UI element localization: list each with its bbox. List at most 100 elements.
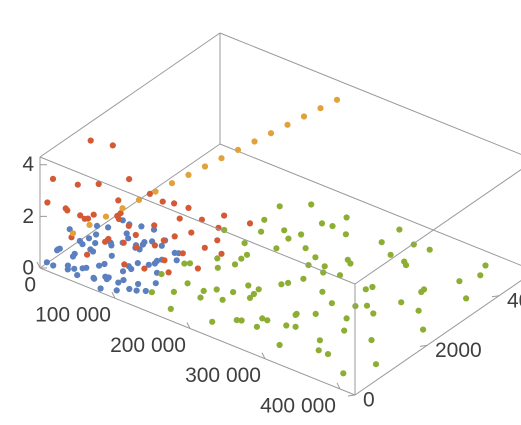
data-point [317,105,324,112]
z-tick-label: 2 [22,205,34,228]
data-point [201,244,208,251]
data-point [153,257,161,264]
data-point [108,242,115,249]
data-point [218,155,225,162]
data-point [292,323,299,330]
data-point [456,278,463,285]
data-point [276,341,283,349]
data-point [333,96,341,103]
data-point [184,280,191,287]
data-point [343,214,350,221]
data-point [219,296,226,303]
box-edge [354,169,521,285]
box-front-edges [39,156,521,396]
data-point [387,251,394,258]
x-tick [111,292,116,299]
data-point [318,220,326,227]
data-point [159,198,166,205]
data-point [115,197,122,204]
data-point [141,265,148,272]
data-point [165,269,172,276]
data-point [214,237,221,244]
data-point [292,311,299,318]
data-point [71,265,78,272]
y-tick-label: 2000 [435,339,482,362]
data-point [171,200,178,207]
y-tick [347,394,356,397]
data-point [148,289,155,296]
data-point [120,277,127,284]
data-point [91,275,98,282]
data-point [258,228,265,235]
data-point [102,213,110,220]
box-edge [39,143,221,269]
x-tick [261,352,266,359]
data-point [167,305,174,312]
y-tick-label: 0 [363,389,375,412]
data-point [101,260,108,268]
box-edge [39,267,356,396]
data-point [170,288,177,295]
data-point [126,285,133,293]
data-point [230,289,237,296]
data-point [97,285,104,292]
data-point [302,245,309,252]
data-point [255,286,262,293]
data-point [152,188,159,195]
data-point [231,261,239,268]
data-point [312,310,319,317]
data-point [133,287,140,294]
box-back-edges [39,32,521,269]
data-point [246,294,254,301]
z-tick-label: 4 [22,153,34,176]
data-point [234,146,242,153]
data-point [312,254,319,261]
data-point [243,251,251,258]
data-point [139,241,146,248]
data-point [151,242,158,249]
data-point [194,265,201,272]
data-point [298,231,305,238]
box-edge [39,156,356,285]
data-point [200,287,207,294]
data-point [197,294,204,301]
data-point [142,287,149,295]
data-point [463,295,470,302]
data-points [43,96,489,377]
data-point [135,196,143,203]
data-point [245,282,252,289]
data-point [95,180,102,188]
data-point [81,215,88,222]
data-point [284,121,291,128]
data-point [213,286,220,293]
data-point [253,323,260,330]
data-point [125,222,132,229]
data-point [267,130,275,137]
data-point [79,265,86,272]
data-point [241,240,248,247]
data-point [276,203,283,210]
data-point [415,307,422,314]
data-point [158,271,165,278]
data-point [324,351,332,358]
data-point [201,163,209,170]
box-edge [219,143,521,266]
data-point [119,268,127,275]
data-point [259,315,266,322]
data-point [176,215,183,222]
data-point [283,322,290,329]
data-point [328,300,335,307]
x-tick [336,382,341,390]
data-point [145,261,152,268]
data-point [74,181,81,188]
data-point [233,317,240,324]
data-point [85,235,93,242]
data-point [396,226,403,233]
data-point [281,227,288,234]
data-point [477,272,484,279]
data-point [398,299,405,306]
data-point [151,222,158,229]
z-tick-label: 0 [22,257,34,280]
data-point [113,287,120,294]
